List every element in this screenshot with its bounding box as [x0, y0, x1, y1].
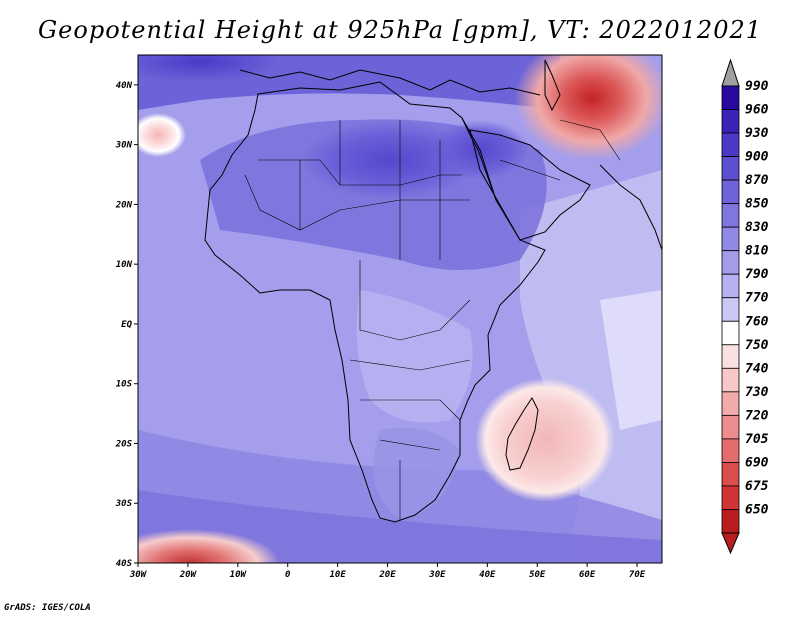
- colorbar-swatch: [721, 391, 740, 416]
- lat-tick-label: 10N: [116, 260, 133, 270]
- colorbar-swatch: [721, 462, 740, 487]
- colorbar-label: 650: [745, 502, 769, 517]
- colorbar-swatch: [721, 226, 740, 252]
- lat-tick-label: 40S: [116, 559, 133, 569]
- colorbar-swatch: [721, 203, 740, 228]
- colorbar-swatch: [721, 367, 740, 393]
- lon-tick-label: 10E: [329, 570, 346, 580]
- colorbar-swatch: [721, 250, 740, 275]
- colorbar-label: 850: [745, 197, 769, 212]
- southern-ocean-low-core: [138, 529, 280, 563]
- colorbar-label: 900: [745, 150, 769, 165]
- lon-tick-label: 70E: [629, 570, 646, 580]
- colorbar-swatch: [721, 297, 740, 322]
- madagascar-coastline: [505, 397, 539, 471]
- arabia-coastline: [469, 129, 591, 241]
- colorbar-swatch: [721, 273, 740, 299]
- chart-title: Geopotential Height at 925hPa [gpm], VT:…: [38, 16, 762, 44]
- country-borders: [244, 119, 621, 520]
- iran-low-core: [514, 55, 662, 160]
- height-field: [138, 55, 662, 563]
- colorbar-label: 990: [745, 79, 769, 94]
- lat-tick-label: 20N: [115, 200, 133, 210]
- colorbar-top-arrow: [721, 58, 740, 87]
- lon-tick-label: 50E: [529, 570, 546, 580]
- lat-tick-label: EQ: [121, 320, 132, 330]
- lon-tick-label: 20E: [378, 570, 396, 580]
- colorbar-swatch: [721, 132, 740, 157]
- colorbar-label: 770: [745, 291, 769, 306]
- map-frame: [137, 54, 663, 564]
- madagascar-low-core: [475, 378, 615, 502]
- lon-tick-label: 0: [285, 570, 291, 580]
- colorbar-label: 740: [745, 361, 769, 376]
- north-high-core: [138, 55, 280, 82]
- colorbar-swatch: [721, 438, 740, 463]
- lat-tick-label: 10S: [116, 380, 133, 390]
- grads-credit: GrADS: IGES/COLA: [4, 603, 91, 613]
- colorbar-label: 830: [745, 220, 769, 235]
- colorbar-swatch: [721, 509, 740, 534]
- colorbar-swatch: [721, 320, 740, 346]
- africa-coastline: [204, 81, 546, 523]
- colorbar-label: 960: [745, 103, 769, 118]
- colorbar-label: 790: [745, 267, 769, 282]
- coastlines: [204, 59, 662, 523]
- atlantic-low-core: [138, 113, 186, 157]
- colorbar-label: 930: [745, 126, 769, 141]
- colorbar-swatch: [721, 85, 740, 110]
- lat-tick-label: 30S: [115, 499, 133, 509]
- lat-axis: 40N 30N 20N 10N EQ 10S 20S 30S 40S: [115, 81, 138, 569]
- colorbar-label: 720: [745, 408, 769, 423]
- lon-tick-label: 60E: [579, 570, 596, 580]
- lat-tick-label: 30N: [115, 141, 133, 151]
- colorbar-label: 675: [745, 479, 769, 494]
- lat-tick-label: 40N: [116, 81, 133, 91]
- colorbar-label: 760: [745, 314, 769, 329]
- colorbar-label: 730: [745, 385, 769, 400]
- colorbar-bottom-arrow: [721, 532, 740, 555]
- lon-tick-label: 20W: [179, 570, 198, 580]
- lon-axis: 30W 20W 10W 0 10E 20E 30E 40E 50E 60E 70E: [129, 563, 646, 580]
- colorbar-swatch: [721, 344, 740, 369]
- colorbar-swatch: [721, 156, 740, 181]
- colorbar-label: 750: [745, 338, 769, 353]
- lon-tick-label: 40E: [479, 570, 496, 580]
- lon-tick-label: 10W: [230, 570, 248, 580]
- colorbar-label: 690: [745, 455, 769, 470]
- lat-tick-label: 20S: [115, 439, 133, 449]
- colorbar-label: 705: [745, 432, 769, 447]
- colorbar-swatch: [721, 414, 740, 440]
- colorbar-swatch: [721, 485, 740, 510]
- lon-tick-label: 30W: [129, 570, 148, 580]
- colorbar-swatch: [721, 109, 740, 134]
- lon-tick-label: 30E: [428, 570, 446, 580]
- colorbar-swatch: [721, 179, 740, 205]
- colorbar: 990 960 930 900 870 850 830 810 790 770 760 750 740 7…: [721, 58, 769, 555]
- colorbar-label: 870: [745, 173, 769, 188]
- colorbar-label: 810: [745, 244, 769, 259]
